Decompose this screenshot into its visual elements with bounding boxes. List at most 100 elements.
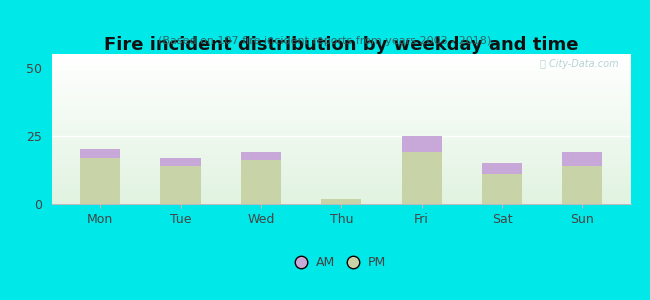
- Bar: [52, 199, 630, 200]
- Bar: [52, 96, 630, 97]
- Bar: [52, 112, 630, 113]
- Bar: [52, 90, 630, 91]
- Bar: [52, 161, 630, 162]
- Bar: [52, 85, 630, 86]
- Bar: [52, 76, 630, 77]
- Bar: [52, 185, 630, 186]
- Bar: [402, 136, 442, 152]
- Bar: [52, 123, 630, 124]
- Bar: [52, 136, 630, 137]
- Bar: [52, 128, 630, 129]
- Bar: [52, 127, 630, 128]
- Bar: [52, 171, 630, 172]
- Bar: [482, 163, 522, 174]
- Bar: [52, 56, 630, 57]
- Bar: [52, 164, 630, 165]
- Bar: [52, 84, 630, 85]
- Bar: [52, 169, 630, 170]
- Bar: [52, 151, 630, 152]
- Bar: [52, 188, 630, 189]
- Bar: [321, 199, 361, 204]
- Bar: [52, 88, 630, 89]
- Bar: [52, 107, 630, 108]
- Bar: [52, 148, 630, 149]
- Bar: [52, 114, 630, 115]
- Bar: [52, 106, 630, 107]
- Bar: [52, 124, 630, 125]
- Bar: [52, 72, 630, 73]
- Bar: [52, 176, 630, 177]
- Bar: [52, 200, 630, 201]
- Bar: [52, 93, 630, 94]
- Bar: [52, 157, 630, 158]
- Bar: [52, 74, 630, 75]
- Bar: [52, 149, 630, 150]
- Bar: [52, 80, 630, 81]
- Bar: [52, 163, 630, 164]
- Bar: [52, 99, 630, 100]
- Bar: [52, 184, 630, 185]
- Bar: [52, 167, 630, 168]
- Bar: [52, 194, 630, 195]
- Bar: [52, 187, 630, 188]
- Bar: [52, 59, 630, 60]
- Bar: [52, 68, 630, 69]
- Bar: [52, 62, 630, 63]
- Bar: [52, 126, 630, 127]
- Bar: [52, 104, 630, 105]
- Bar: [52, 169, 630, 170]
- Bar: [562, 166, 603, 204]
- Bar: [52, 57, 630, 58]
- Bar: [161, 158, 201, 166]
- Bar: [52, 82, 630, 83]
- Bar: [402, 152, 442, 204]
- Bar: [52, 87, 630, 88]
- Bar: [52, 120, 630, 121]
- Bar: [52, 101, 630, 102]
- Bar: [52, 152, 630, 153]
- Bar: [52, 189, 630, 190]
- Bar: [52, 119, 630, 120]
- Bar: [52, 135, 630, 136]
- Bar: [52, 132, 630, 133]
- Title: Fire incident distribution by weekday and time: Fire incident distribution by weekday an…: [104, 36, 578, 54]
- Bar: [80, 158, 120, 204]
- Bar: [52, 143, 630, 144]
- Bar: [52, 115, 630, 116]
- Bar: [52, 175, 630, 176]
- Bar: [52, 165, 630, 166]
- Bar: [52, 150, 630, 151]
- Legend: AM, PM: AM, PM: [290, 250, 393, 276]
- Bar: [52, 94, 630, 95]
- Bar: [52, 113, 630, 114]
- Bar: [52, 82, 630, 83]
- Bar: [240, 160, 281, 204]
- Bar: [52, 160, 630, 161]
- Bar: [52, 203, 630, 204]
- Bar: [52, 201, 630, 202]
- Bar: [52, 173, 630, 174]
- Bar: [52, 98, 630, 99]
- Bar: [52, 108, 630, 109]
- Bar: [52, 118, 630, 119]
- Bar: [52, 81, 630, 82]
- Bar: [52, 193, 630, 194]
- Bar: [52, 116, 630, 117]
- Bar: [52, 71, 630, 72]
- Bar: [52, 70, 630, 71]
- Bar: [52, 129, 630, 130]
- Bar: [52, 190, 630, 191]
- Bar: [52, 58, 630, 59]
- Bar: [52, 162, 630, 163]
- Bar: [52, 145, 630, 146]
- Bar: [52, 170, 630, 171]
- Bar: [52, 125, 630, 126]
- Bar: [52, 109, 630, 110]
- Bar: [52, 182, 630, 183]
- Bar: [52, 138, 630, 139]
- Bar: [52, 133, 630, 134]
- Bar: [52, 77, 630, 78]
- Bar: [52, 60, 630, 61]
- Bar: [52, 92, 630, 93]
- Bar: [52, 198, 630, 199]
